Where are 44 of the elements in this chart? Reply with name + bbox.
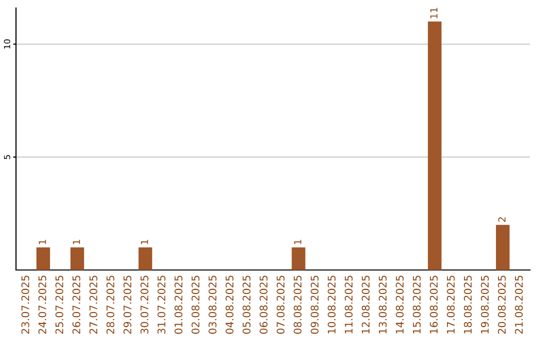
data-label: 1 — [140, 240, 148, 244]
x-tick-label: 30.07.2025 — [140, 276, 148, 334]
x-tick-label: 21.08.2025 — [514, 276, 523, 334]
x-tick-label: 12.08.2025 — [362, 276, 370, 334]
x-tick-label: 01.08.2025 — [174, 276, 182, 334]
x-tick-label: 31.07.2025 — [158, 276, 166, 334]
x-tick-label: 18.08.2025 — [464, 276, 472, 334]
x-tick-label: 03.08.2025 — [208, 276, 216, 334]
data-label: 11 — [430, 8, 438, 18]
bar — [70, 247, 84, 270]
x-tick-label: 25.07.2025 — [55, 276, 64, 334]
x-tick-label: 06.08.2025 — [260, 276, 268, 334]
x-tick-label: 13.08.2025 — [378, 276, 387, 334]
x-tick-label: 24.07.2025 — [38, 276, 46, 334]
x-tick-label: 17.08.2025 — [446, 276, 455, 334]
data-label: 1 — [72, 240, 80, 244]
y-tick-label: 5 — [4, 155, 10, 160]
x-tick-label: 19.08.2025 — [480, 276, 489, 334]
x-tick-label: 10.08.2025 — [328, 276, 336, 334]
x-tick-label: 08.08.2025 — [294, 276, 302, 334]
x-tick-label: 05.08.2025 — [242, 276, 250, 334]
x-tick-label: 16.08.2025 — [430, 276, 438, 334]
x-tick-label: 04.08.2025 — [226, 276, 234, 334]
bar — [496, 224, 510, 270]
bar — [292, 247, 306, 270]
bar — [138, 247, 152, 270]
x-tick-label: 15.08.2025 — [412, 276, 421, 334]
x-tick-label: 27.07.2025 — [89, 276, 98, 334]
data-label: 1 — [38, 240, 46, 244]
bar — [428, 22, 442, 270]
bar — [36, 247, 50, 270]
x-tick-label: 26.07.2025 — [72, 276, 80, 334]
x-tick-label: 07.08.2025 — [276, 276, 285, 334]
x-tick-label: 02.08.2025 — [192, 276, 200, 334]
x-tick-label: 11.08.2025 — [344, 276, 353, 334]
x-tick-label: 14.08.2025 — [396, 276, 404, 334]
x-tick-label: 09.08.2025 — [310, 276, 319, 334]
x-tick-label: 23.07.2025 — [21, 276, 30, 334]
data-label: 2 — [498, 217, 506, 222]
y-tick-label: 10 — [4, 39, 10, 49]
x-tick-label: 20.08.2025 — [498, 276, 506, 334]
data-label: 1 — [294, 240, 302, 244]
x-tick-label: 28.07.2025 — [106, 276, 114, 334]
x-tick-label: 29.07.2025 — [123, 276, 132, 334]
